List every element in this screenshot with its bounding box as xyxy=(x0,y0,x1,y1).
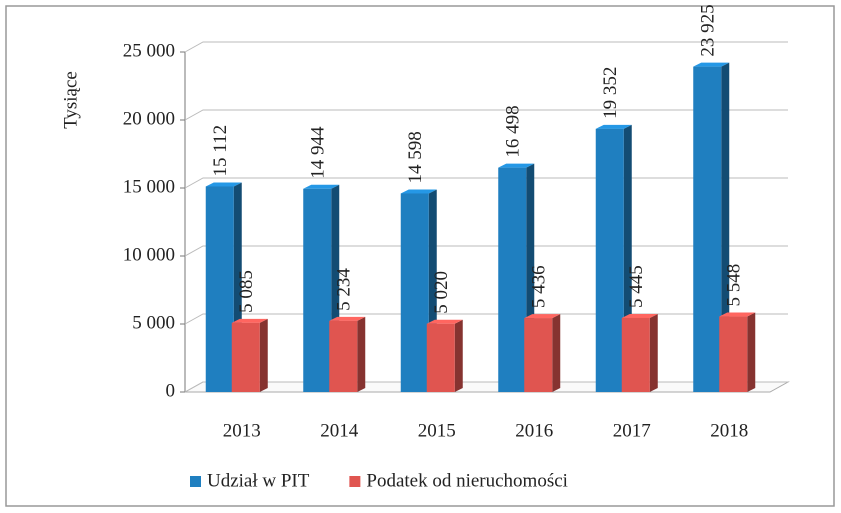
data-label: 5 234 xyxy=(334,268,355,311)
bar-top xyxy=(400,189,437,194)
bar-top xyxy=(205,182,242,187)
bar xyxy=(426,323,455,392)
data-label: 5 020 xyxy=(431,271,452,314)
y-tick-label: 20 000 xyxy=(123,108,175,129)
data-label: 5 085 xyxy=(236,270,257,313)
legend-swatch xyxy=(190,476,201,487)
bar-side xyxy=(259,318,268,392)
x-tick-label: 2018 xyxy=(710,420,748,441)
bar xyxy=(719,316,748,392)
bar-side xyxy=(552,314,561,392)
bar xyxy=(595,128,624,392)
grid-line xyxy=(184,177,788,189)
data-label: 15 112 xyxy=(210,125,231,177)
bar xyxy=(205,186,234,392)
series xyxy=(231,312,756,392)
grid-line xyxy=(184,41,788,53)
bar-top xyxy=(621,313,658,318)
grid-line xyxy=(184,245,788,257)
bar xyxy=(231,322,260,392)
y-tick-label: 15 000 xyxy=(123,176,175,197)
legend-swatch xyxy=(349,476,361,487)
bar-top xyxy=(524,314,561,319)
y-tick-label: 10 000 xyxy=(123,244,175,265)
x-tick-label: 2014 xyxy=(320,420,359,441)
y-tick-label: 5 000 xyxy=(132,312,175,333)
bar xyxy=(693,66,722,393)
data-label: 16 498 xyxy=(503,105,524,157)
x-tick-label: 2016 xyxy=(515,420,553,441)
bar-top xyxy=(303,184,340,189)
data-label: 23 925 xyxy=(698,4,719,56)
bar xyxy=(524,318,553,392)
bar xyxy=(498,167,527,392)
data-label: 5 445 xyxy=(626,265,647,308)
data-label: 5 436 xyxy=(529,265,550,308)
grid-line xyxy=(184,381,788,393)
bar-top xyxy=(231,318,268,323)
bar-top xyxy=(719,312,756,317)
y-tick-label: 0 xyxy=(166,380,176,401)
y-tick-label: 25 000 xyxy=(123,40,175,61)
bar-top xyxy=(595,124,632,129)
legend-label: Udział w PIT xyxy=(207,470,310,491)
data-label: 19 352 xyxy=(600,67,621,119)
data-label: 5 548 xyxy=(724,264,745,307)
x-tick-label: 2017 xyxy=(613,420,651,441)
bar-side xyxy=(721,62,730,393)
y-axis-title: Tysiące xyxy=(60,71,81,129)
x-tick-label: 2013 xyxy=(223,420,261,441)
bar-side xyxy=(747,312,756,392)
bar-side xyxy=(357,316,366,392)
bar-top xyxy=(426,319,463,324)
bar xyxy=(329,320,358,392)
bar-top xyxy=(329,316,366,321)
x-tick-label: 2015 xyxy=(418,420,456,441)
bar-side xyxy=(649,313,658,392)
bar-top xyxy=(498,163,535,168)
bar xyxy=(621,317,650,392)
bar-top xyxy=(693,62,730,67)
legend-label: Podatek od nieruchomości xyxy=(366,470,568,491)
data-label: 14 944 xyxy=(308,126,329,179)
data-label: 14 598 xyxy=(405,131,426,183)
bar xyxy=(400,193,429,392)
grid-line xyxy=(184,313,788,325)
bar xyxy=(303,188,332,392)
grid-line xyxy=(184,109,788,121)
bar-side xyxy=(454,319,463,392)
